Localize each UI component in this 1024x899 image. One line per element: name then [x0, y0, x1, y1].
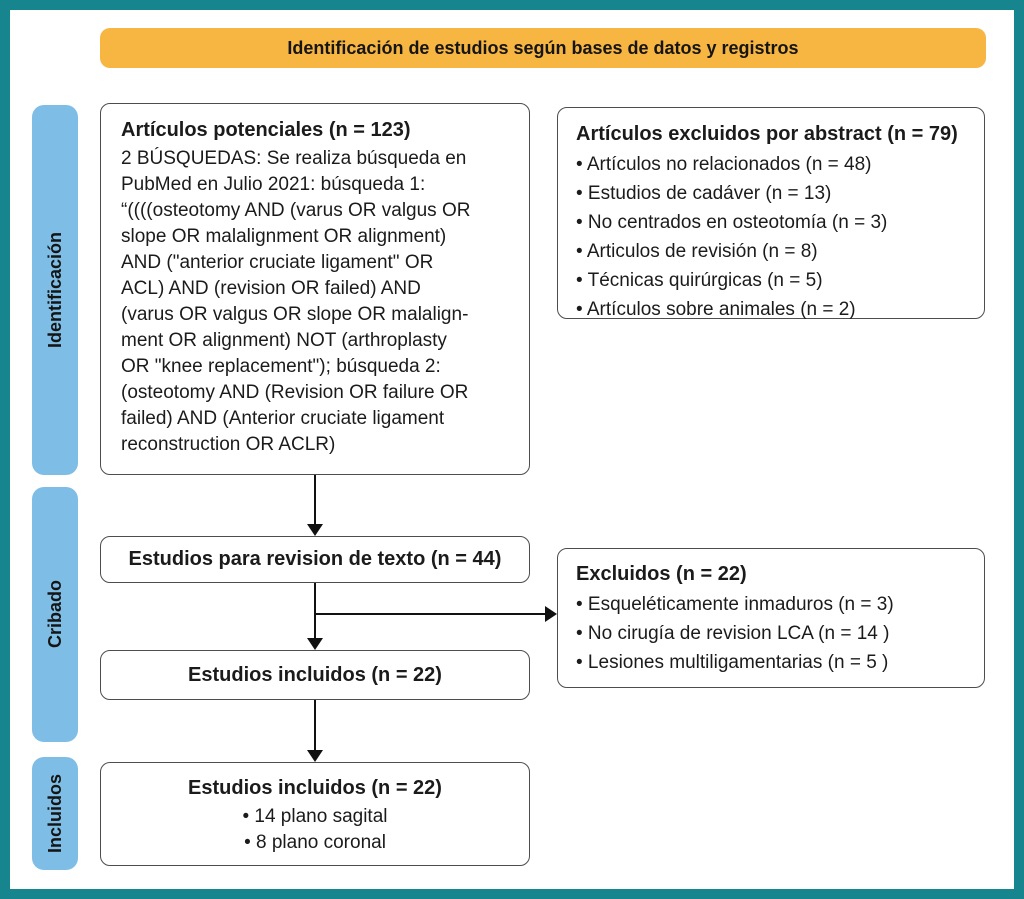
box-excluidos-por-abstract: Artículos excluidos por abstract (n = 79… [557, 107, 985, 320]
box-title: Estudios incluidos (n = 22) [188, 663, 442, 686]
bullet-item: • Estudios de cadáver (n = 13) [576, 183, 832, 204]
bullet-item: • Artículos sobre animales (n = 2) [576, 299, 856, 320]
connector-line [314, 583, 316, 638]
exclusion-reason-list: • Esqueléticamente inmaduros (n = 3) • No… [576, 590, 966, 677]
box-articulos-potenciales: Artículos potenciales (n = 123) 2 BÚSQUE… [100, 103, 530, 475]
arrow-right-icon [545, 606, 557, 622]
stage-label-text: Incluidos [44, 773, 65, 853]
bullet-item: • Lesiones multiligamentarias (n = 5 ) [576, 652, 889, 673]
box-title: Artículos excluidos por abstract (n = 79… [576, 123, 958, 145]
box-title: Excluidos (n = 22) [576, 563, 747, 585]
stage-label-identificacion: Identificación [32, 105, 78, 475]
box-title: Estudios para revision de texto (n = 44) [128, 548, 502, 570]
bullet-item: • Técnicas quirúrgicas (n = 5) [576, 270, 823, 291]
stage-label-incluidos: Incluidos [32, 757, 78, 870]
bullet-item: • Esqueléticamente inmaduros (n = 3) [576, 594, 894, 615]
box-title: Artículos potenciales (n = 123) [121, 119, 411, 141]
diagram-title: Identificación de estudios según bases d… [287, 37, 799, 58]
connector-line [314, 475, 316, 524]
diagram-title-banner: Identificación de estudios según bases d… [100, 28, 986, 68]
stage-label-text: Identificación [44, 231, 65, 348]
box-excluidos: Excluidos (n = 22) • Esqueléticamente in… [557, 548, 985, 688]
box-estudios-incluidos: Estudios incluidos (n = 22) [100, 650, 530, 700]
bullet-item: • No centrados en osteotomía (n = 3) [576, 212, 888, 233]
arrow-down-icon [307, 524, 323, 536]
bullet-item: • 8 plano coronal [244, 832, 386, 853]
stage-label-text: Cribado [44, 580, 65, 649]
bullet-item: • No cirugía de revision LCA (n = 14 ) [576, 623, 890, 644]
search-strategy-text: 2 BÚSQUEDAS: Se realiza búsqueda en PubM… [121, 148, 471, 455]
box-title: Estudios incluidos (n = 22) [188, 777, 442, 799]
connector-line [314, 700, 316, 750]
connector-line [315, 613, 545, 615]
included-plane-list: • 14 plano sagital • 8 plano coronal [111, 804, 519, 856]
bullet-item: • 14 plano sagital [242, 806, 388, 827]
bullet-item: • Artículos no relacionados (n = 48) [576, 154, 872, 175]
arrow-down-icon [307, 750, 323, 762]
box-estudios-revision-texto: Estudios para revision de texto (n = 44) [100, 536, 530, 583]
arrow-down-icon [307, 638, 323, 650]
box-estudios-incluidos-final: Estudios incluidos (n = 22) • 14 plano s… [100, 762, 530, 866]
stage-label-cribado: Cribado [32, 487, 78, 742]
exclusion-reason-list: • Artículos no relacionados (n = 48) • Es… [576, 150, 966, 324]
bullet-item: • Articulos de revisión (n = 8) [576, 241, 818, 262]
